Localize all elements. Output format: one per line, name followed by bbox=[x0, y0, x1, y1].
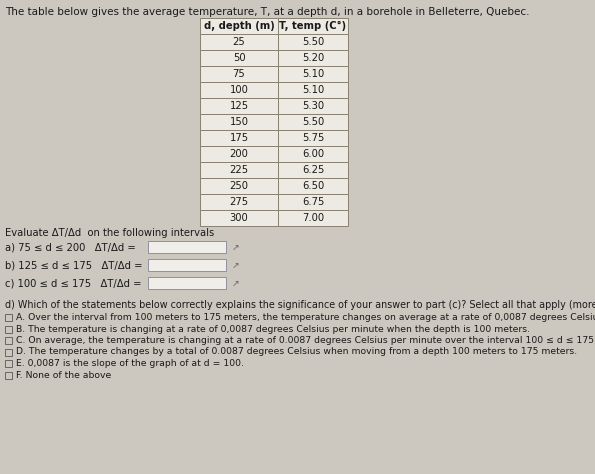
Text: c) 100 ≤ d ≤ 175   ΔT/Δd =: c) 100 ≤ d ≤ 175 ΔT/Δd = bbox=[5, 278, 142, 288]
Text: B. The temperature is changing at a rate of 0,0087 degrees Celsius per minute wh: B. The temperature is changing at a rate… bbox=[16, 325, 530, 334]
Bar bbox=[278, 98, 348, 114]
Bar bbox=[200, 114, 278, 130]
Bar bbox=[200, 162, 278, 178]
Text: D. The temperature changes by a total of 0.0087 degrees Celsius when moving from: D. The temperature changes by a total of… bbox=[16, 347, 577, 356]
Bar bbox=[5, 360, 12, 367]
Text: ↗: ↗ bbox=[232, 243, 240, 252]
Text: A. Over the interval from 100 meters to 175 meters, the temperature changes on a: A. Over the interval from 100 meters to … bbox=[16, 313, 595, 322]
Bar bbox=[148, 259, 226, 271]
Bar bbox=[278, 114, 348, 130]
Text: T, temp (C°): T, temp (C°) bbox=[280, 21, 346, 31]
Bar bbox=[200, 34, 278, 50]
Bar bbox=[5, 372, 12, 379]
Bar bbox=[278, 210, 348, 226]
Text: 150: 150 bbox=[230, 117, 249, 127]
Bar bbox=[200, 210, 278, 226]
Text: 5.20: 5.20 bbox=[302, 53, 324, 63]
Text: 275: 275 bbox=[230, 197, 249, 207]
Text: 5.50: 5.50 bbox=[302, 117, 324, 127]
Text: b) 125 ≤ d ≤ 175   ΔT/Δd =: b) 125 ≤ d ≤ 175 ΔT/Δd = bbox=[5, 260, 142, 270]
Bar bbox=[278, 34, 348, 50]
Bar bbox=[200, 130, 278, 146]
Text: 100: 100 bbox=[230, 85, 249, 95]
Bar bbox=[200, 194, 278, 210]
Text: d) Which of the statements below correctly explains the significance of your ans: d) Which of the statements below correct… bbox=[5, 300, 595, 310]
Bar bbox=[278, 130, 348, 146]
Bar bbox=[200, 66, 278, 82]
Text: 5.10: 5.10 bbox=[302, 85, 324, 95]
Bar bbox=[200, 178, 278, 194]
Bar bbox=[5, 314, 12, 321]
Text: 175: 175 bbox=[230, 133, 249, 143]
Text: 125: 125 bbox=[230, 101, 249, 111]
Bar bbox=[200, 146, 278, 162]
Text: 200: 200 bbox=[230, 149, 249, 159]
Bar bbox=[278, 194, 348, 210]
Text: 50: 50 bbox=[233, 53, 245, 63]
Text: 6.25: 6.25 bbox=[302, 165, 324, 175]
Text: 7.00: 7.00 bbox=[302, 213, 324, 223]
Bar bbox=[200, 18, 278, 34]
Bar bbox=[278, 50, 348, 66]
Bar bbox=[278, 66, 348, 82]
Bar bbox=[148, 277, 226, 289]
Text: 300: 300 bbox=[230, 213, 248, 223]
Text: 6.50: 6.50 bbox=[302, 181, 324, 191]
Text: ↗: ↗ bbox=[232, 279, 240, 288]
Text: 250: 250 bbox=[230, 181, 249, 191]
Text: E. 0,0087 is the slope of the graph of at d = 100.: E. 0,0087 is the slope of the graph of a… bbox=[16, 359, 244, 368]
Text: 6.75: 6.75 bbox=[302, 197, 324, 207]
Text: 225: 225 bbox=[230, 165, 249, 175]
Bar bbox=[278, 162, 348, 178]
Bar bbox=[148, 241, 226, 253]
Text: 5.50: 5.50 bbox=[302, 37, 324, 47]
Text: F. None of the above: F. None of the above bbox=[16, 371, 111, 380]
Bar bbox=[200, 98, 278, 114]
Text: 75: 75 bbox=[233, 69, 245, 79]
Text: 5.10: 5.10 bbox=[302, 69, 324, 79]
Text: The table below gives the average temperature, T, at a depth d, in a borehole in: The table below gives the average temper… bbox=[5, 7, 530, 17]
Text: a) 75 ≤ d ≤ 200   ΔT/Δd =: a) 75 ≤ d ≤ 200 ΔT/Δd = bbox=[5, 242, 136, 252]
Text: 25: 25 bbox=[233, 37, 245, 47]
Bar bbox=[200, 82, 278, 98]
Text: 5.75: 5.75 bbox=[302, 133, 324, 143]
Bar bbox=[5, 348, 12, 356]
Bar bbox=[278, 146, 348, 162]
Text: 5.30: 5.30 bbox=[302, 101, 324, 111]
Text: Evaluate ΔT/Δd  on the following intervals: Evaluate ΔT/Δd on the following interval… bbox=[5, 228, 214, 238]
Bar bbox=[278, 178, 348, 194]
Text: ↗: ↗ bbox=[232, 261, 240, 270]
Bar bbox=[200, 50, 278, 66]
Bar bbox=[5, 337, 12, 344]
Bar bbox=[278, 82, 348, 98]
Text: d, depth (m): d, depth (m) bbox=[203, 21, 274, 31]
Text: C. On average, the temperature is changing at a rate of 0.0087 degrees Celsius p: C. On average, the temperature is changi… bbox=[16, 336, 595, 345]
Bar bbox=[278, 18, 348, 34]
Text: 6.00: 6.00 bbox=[302, 149, 324, 159]
Bar bbox=[5, 326, 12, 332]
